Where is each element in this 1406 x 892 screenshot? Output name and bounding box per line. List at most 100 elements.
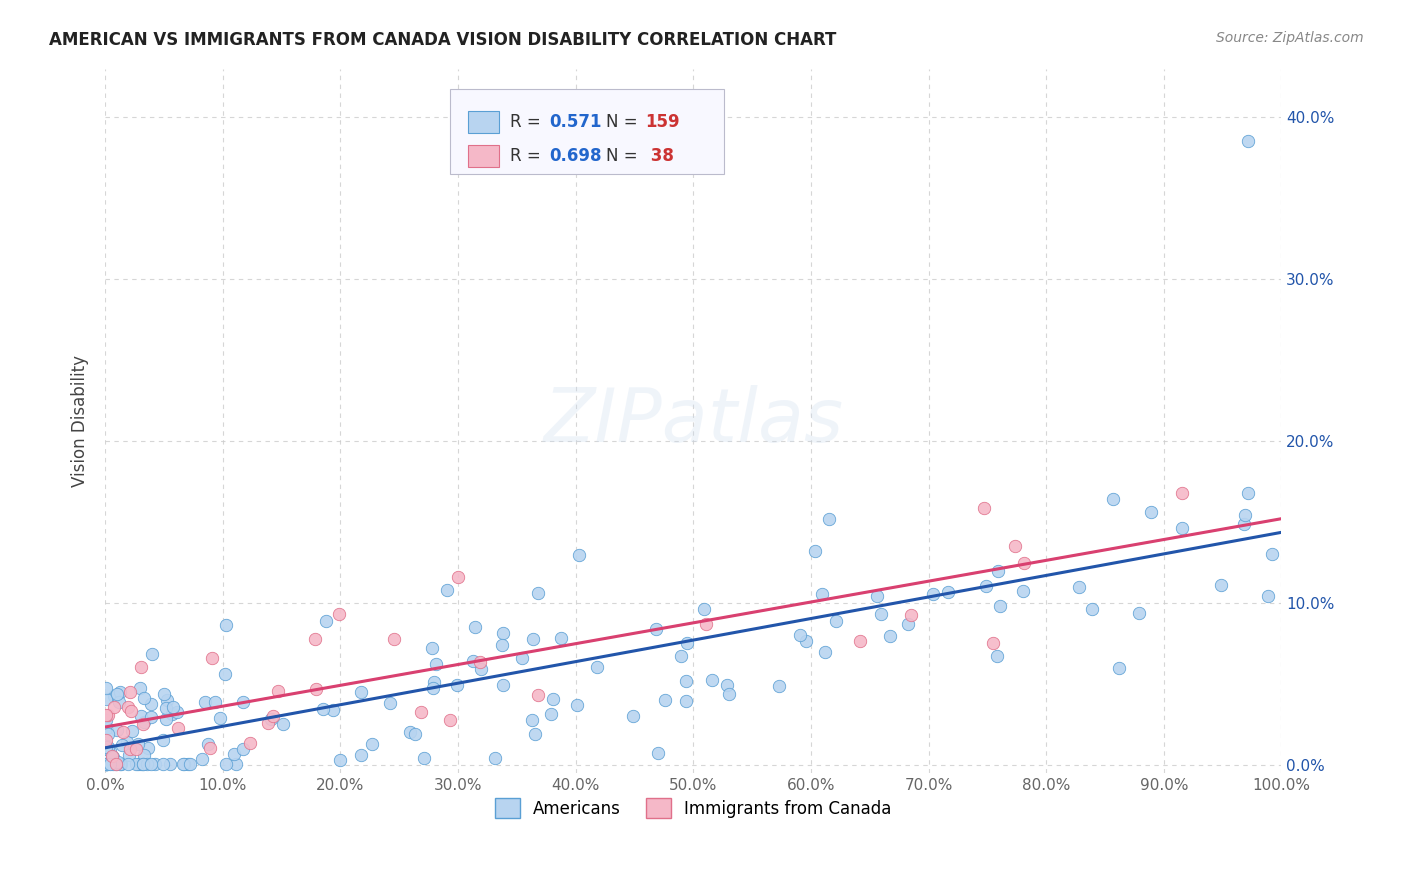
Point xyxy=(96,708,118,723)
Text: R =: R = xyxy=(510,147,547,165)
Point xyxy=(1128,606,1150,620)
Point xyxy=(103,689,125,703)
Point xyxy=(152,733,174,747)
Point xyxy=(96,756,118,771)
Point xyxy=(96,756,118,771)
Point xyxy=(491,638,513,652)
Point xyxy=(470,662,492,676)
Y-axis label: Vision Disability: Vision Disability xyxy=(72,355,89,487)
Point xyxy=(413,751,436,765)
Point xyxy=(312,702,335,716)
Point xyxy=(103,699,125,714)
Point xyxy=(96,756,118,771)
Point xyxy=(162,700,184,714)
Point xyxy=(527,586,550,600)
Point xyxy=(716,677,738,691)
Point xyxy=(1067,580,1090,594)
Point xyxy=(436,583,458,598)
Point xyxy=(101,756,124,771)
Point xyxy=(361,737,384,751)
Point xyxy=(1170,521,1192,535)
Point xyxy=(103,749,125,764)
Point xyxy=(201,650,224,665)
Point xyxy=(141,756,163,771)
Point xyxy=(96,742,118,756)
Point xyxy=(1233,508,1256,522)
Point xyxy=(1012,557,1035,571)
Point xyxy=(152,756,174,771)
Point xyxy=(194,695,217,709)
Point xyxy=(524,727,547,741)
Point xyxy=(204,695,226,709)
Point xyxy=(96,739,118,754)
Point xyxy=(118,742,141,756)
Text: 0.571: 0.571 xyxy=(550,113,602,131)
Point xyxy=(322,703,344,717)
Point xyxy=(1108,661,1130,675)
Point xyxy=(981,636,1004,650)
Point xyxy=(215,617,238,632)
Point xyxy=(191,752,214,766)
Point xyxy=(131,756,153,771)
Point xyxy=(695,616,717,631)
Point xyxy=(879,629,901,643)
Point xyxy=(492,678,515,692)
Point xyxy=(153,686,176,700)
Point xyxy=(492,626,515,640)
Point xyxy=(1211,578,1233,592)
Point xyxy=(399,725,422,739)
Point xyxy=(239,736,262,750)
Point xyxy=(818,512,841,526)
Point xyxy=(215,756,238,771)
Point xyxy=(1237,486,1260,500)
Legend: Americans, Immigrants from Canada: Americans, Immigrants from Canada xyxy=(488,791,898,825)
Point xyxy=(105,687,128,701)
Point xyxy=(522,713,544,727)
Point xyxy=(675,694,697,708)
Point xyxy=(675,674,697,689)
Point xyxy=(271,716,294,731)
Point xyxy=(166,705,188,719)
Point xyxy=(143,756,166,771)
Text: ZIPatlas: ZIPatlas xyxy=(543,385,844,457)
Point xyxy=(107,755,129,769)
Point xyxy=(101,749,124,764)
Point xyxy=(922,587,945,601)
Point xyxy=(1257,589,1279,603)
Point xyxy=(1171,486,1194,500)
Point xyxy=(97,727,120,741)
Point xyxy=(100,756,122,771)
Point xyxy=(108,696,131,710)
Point xyxy=(173,756,195,771)
Point xyxy=(257,716,280,731)
Point xyxy=(527,688,550,702)
Point xyxy=(118,747,141,762)
Point xyxy=(96,722,118,736)
Point xyxy=(463,654,485,668)
Point xyxy=(129,681,152,695)
Text: N =: N = xyxy=(606,147,643,165)
Point xyxy=(1081,602,1104,616)
Point xyxy=(987,564,1010,578)
Point xyxy=(260,712,283,726)
Point xyxy=(329,753,352,767)
Point xyxy=(96,681,118,695)
Point xyxy=(1260,547,1282,561)
Point xyxy=(155,712,177,726)
Point xyxy=(136,756,159,771)
Point xyxy=(177,756,200,771)
Point xyxy=(132,717,155,731)
Point xyxy=(409,705,432,719)
Point xyxy=(141,710,163,724)
Point xyxy=(105,723,128,737)
Point xyxy=(115,734,138,748)
Point xyxy=(132,715,155,730)
Point xyxy=(350,685,373,699)
Point xyxy=(225,756,247,771)
Point xyxy=(380,696,402,710)
Point xyxy=(104,756,127,771)
Point xyxy=(986,649,1008,664)
Point xyxy=(849,634,872,648)
Point xyxy=(550,631,572,645)
Point xyxy=(96,756,118,771)
